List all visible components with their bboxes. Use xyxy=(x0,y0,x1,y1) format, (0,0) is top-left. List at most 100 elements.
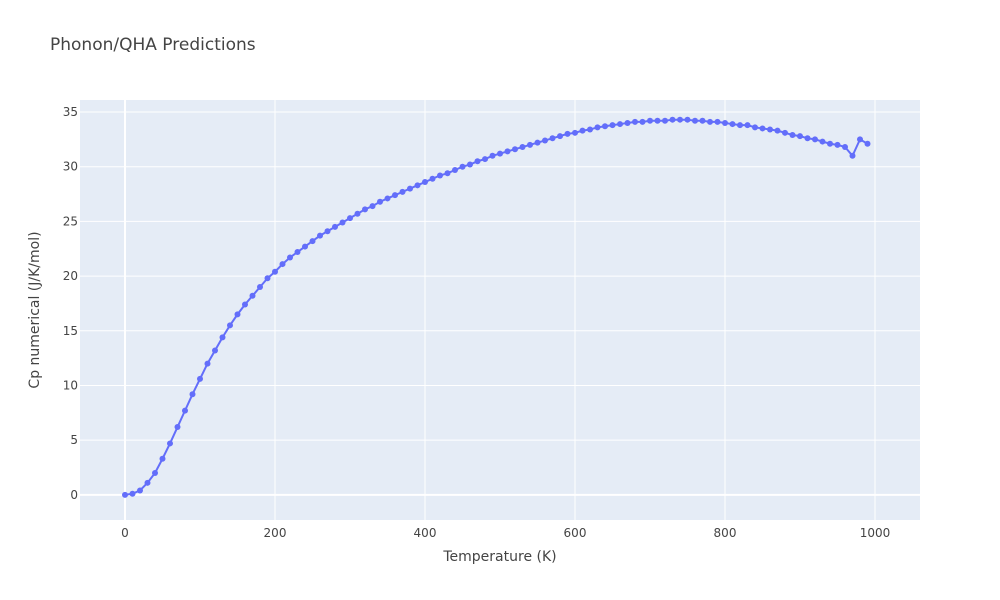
data-point xyxy=(317,232,323,239)
data-point xyxy=(429,175,436,182)
data-point xyxy=(587,126,593,133)
data-point xyxy=(849,152,856,159)
data-point xyxy=(512,146,518,153)
data-point xyxy=(174,424,181,431)
data-point xyxy=(692,117,698,124)
data-point xyxy=(407,185,413,192)
data-point xyxy=(422,179,428,186)
data-point xyxy=(339,219,346,226)
data-point xyxy=(167,440,173,447)
data-point xyxy=(219,334,226,341)
data-point xyxy=(632,118,638,125)
data-point xyxy=(452,167,458,173)
data-point xyxy=(527,141,533,148)
data-point xyxy=(332,223,338,230)
data-point xyxy=(819,138,826,145)
data-point xyxy=(609,122,616,129)
data-point xyxy=(504,148,511,155)
data-point xyxy=(594,124,601,131)
x-tick-label: 1000 xyxy=(860,526,891,540)
data-point xyxy=(144,479,151,486)
data-point xyxy=(602,123,608,130)
data-point xyxy=(197,375,203,382)
data-series xyxy=(122,116,871,498)
data-point xyxy=(639,118,646,125)
data-point xyxy=(677,116,683,123)
data-point xyxy=(474,158,481,165)
y-tick-label: 5 xyxy=(70,433,78,447)
data-point xyxy=(257,284,263,291)
data-point xyxy=(212,347,218,354)
data-point xyxy=(347,215,353,222)
data-point xyxy=(759,125,766,132)
data-point xyxy=(354,210,361,217)
data-point xyxy=(744,122,751,129)
data-point xyxy=(459,163,466,170)
data-point xyxy=(579,127,586,134)
data-point xyxy=(812,136,818,143)
data-point xyxy=(564,130,571,137)
data-point xyxy=(482,156,488,163)
data-point xyxy=(737,122,743,129)
data-point xyxy=(542,137,548,144)
data-point xyxy=(624,119,631,126)
data-point xyxy=(617,121,623,128)
data-point xyxy=(797,133,803,140)
data-point xyxy=(392,192,398,199)
data-point xyxy=(752,124,758,131)
grid-lines xyxy=(80,100,920,520)
y-axis-ticks: 0 5 10 15 20 25 30 35 xyxy=(63,105,78,502)
data-point xyxy=(234,311,241,318)
data-point xyxy=(189,391,196,398)
data-point xyxy=(204,360,211,367)
series-line xyxy=(124,118,869,496)
data-point xyxy=(722,119,728,126)
data-point xyxy=(182,407,188,414)
data-point xyxy=(302,243,308,250)
data-point xyxy=(827,140,833,147)
data-point xyxy=(647,117,653,124)
x-axis-ticks: 0 200 400 600 800 1000 xyxy=(121,526,890,540)
data-point xyxy=(467,161,473,168)
x-tick-label: 800 xyxy=(714,526,737,540)
y-tick-label: 25 xyxy=(63,214,78,228)
data-point xyxy=(152,469,158,476)
data-point xyxy=(272,268,278,275)
data-point xyxy=(857,136,863,143)
y-tick-label: 15 xyxy=(63,324,78,338)
x-tick-label: 600 xyxy=(564,526,587,540)
data-point xyxy=(129,490,136,497)
data-point xyxy=(684,116,691,123)
data-point xyxy=(444,170,451,177)
data-point xyxy=(137,487,143,494)
data-point xyxy=(834,141,841,148)
data-point xyxy=(707,118,713,125)
data-point xyxy=(489,152,496,159)
data-point xyxy=(287,254,293,261)
data-point xyxy=(699,117,706,124)
data-point xyxy=(519,144,526,151)
data-point xyxy=(804,135,811,142)
x-tick-label: 200 xyxy=(264,526,287,540)
data-point xyxy=(242,301,248,308)
data-point xyxy=(384,195,391,202)
data-point xyxy=(324,228,331,235)
x-axis-title: Temperature (K) xyxy=(442,549,556,565)
plot-area xyxy=(80,100,920,520)
data-point xyxy=(572,129,578,136)
data-point xyxy=(714,118,721,125)
data-point xyxy=(669,116,676,123)
y-tick-label: 30 xyxy=(63,160,78,174)
data-point xyxy=(534,139,541,146)
data-point xyxy=(377,198,383,205)
y-tick-label: 0 xyxy=(70,488,78,502)
data-point xyxy=(842,144,848,151)
data-point xyxy=(279,261,286,268)
data-point xyxy=(437,172,443,179)
data-point xyxy=(774,127,781,134)
data-point xyxy=(362,206,368,213)
data-point xyxy=(782,129,788,136)
data-point xyxy=(399,188,406,195)
data-point xyxy=(549,135,556,142)
chart-title: Phonon/QHA Predictions xyxy=(50,35,256,55)
